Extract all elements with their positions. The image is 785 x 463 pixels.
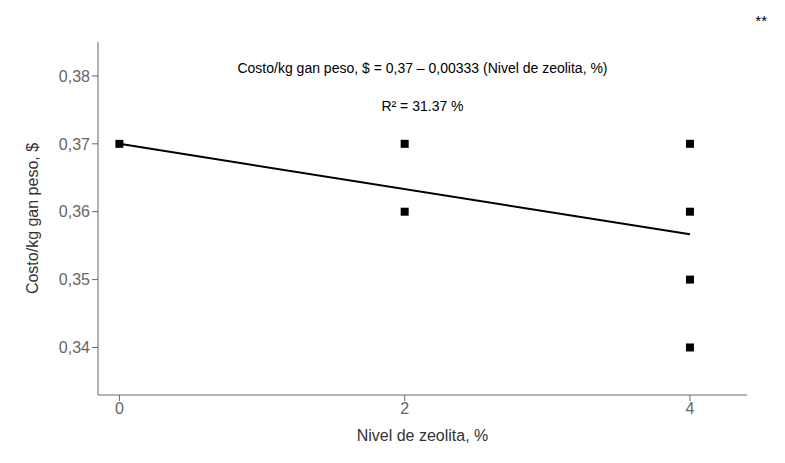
svg-text:Nivel de zeolita, %: Nivel de zeolita, % bbox=[357, 427, 489, 444]
html-text:Costo/kg gan peso, $ = 0,37 –: Costo/kg gan peso, $ = 0,37 – 0,00333 (N… bbox=[237, 59, 608, 76]
svg-text:0,36: 0,36 bbox=[59, 203, 90, 220]
svg-text:0,34: 0,34 bbox=[59, 339, 90, 356]
svg-text:0: 0 bbox=[115, 400, 124, 417]
svg-text:4: 4 bbox=[685, 400, 694, 417]
svg-text:Costo/kg gan peso, $: Costo/kg gan peso, $ bbox=[24, 143, 41, 294]
svg-text:0,35: 0,35 bbox=[59, 271, 90, 288]
svg-text:0,38: 0,38 bbox=[59, 68, 90, 85]
svg-text:2: 2 bbox=[400, 400, 409, 417]
html-text:R² = 31.37 %: R² = 31.37 % bbox=[381, 98, 464, 115]
svg-text:0,37: 0,37 bbox=[59, 136, 90, 153]
